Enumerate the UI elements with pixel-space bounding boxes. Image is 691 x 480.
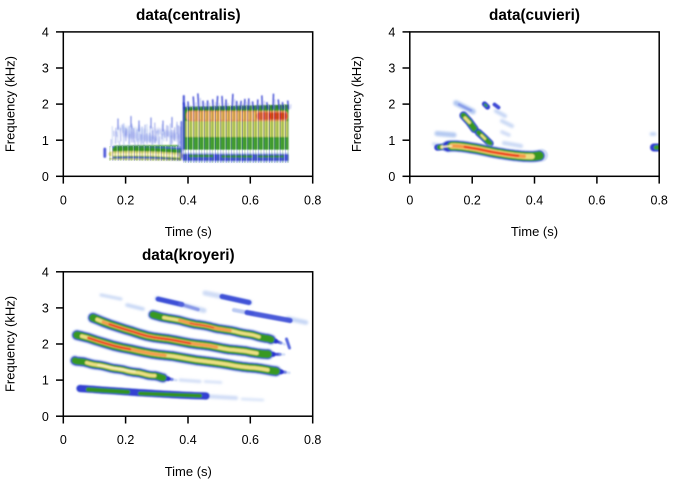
svg-text:0.8: 0.8 (304, 193, 321, 207)
svg-text:Frequency (kHz): Frequency (kHz) (349, 56, 364, 152)
svg-text:Frequency (kHz): Frequency (kHz) (3, 56, 18, 152)
svg-text:0: 0 (60, 433, 67, 447)
svg-text:0.4: 0.4 (526, 193, 543, 207)
svg-text:0.4: 0.4 (179, 433, 196, 447)
svg-text:3: 3 (42, 302, 49, 316)
svg-text:0.2: 0.2 (117, 433, 134, 447)
svg-text:0: 0 (60, 193, 67, 207)
svg-text:2: 2 (42, 338, 49, 352)
svg-text:0.2: 0.2 (117, 193, 134, 207)
svg-text:0.8: 0.8 (651, 193, 668, 207)
svg-text:Time (s): Time (s) (165, 224, 212, 239)
svg-text:0.6: 0.6 (242, 433, 259, 447)
svg-text:3: 3 (42, 62, 49, 76)
svg-text:data(cuvieri): data(cuvieri) (489, 7, 580, 24)
svg-text:0.2: 0.2 (464, 193, 481, 207)
svg-text:data(centralis): data(centralis) (136, 7, 241, 24)
svg-text:4: 4 (388, 26, 395, 40)
svg-text:0: 0 (406, 193, 413, 207)
svg-text:0: 0 (42, 410, 49, 424)
svg-text:1: 1 (388, 134, 395, 148)
svg-text:1: 1 (42, 134, 49, 148)
svg-text:0.4: 0.4 (179, 193, 196, 207)
svg-text:Time (s): Time (s) (511, 224, 558, 239)
svg-text:3: 3 (388, 62, 395, 76)
svg-text:Frequency (kHz): Frequency (kHz) (3, 296, 18, 392)
svg-text:1: 1 (42, 374, 49, 388)
svg-text:Time (s): Time (s) (165, 464, 212, 479)
svg-text:0: 0 (388, 170, 395, 184)
svg-text:2: 2 (388, 98, 395, 112)
svg-text:0.6: 0.6 (242, 193, 259, 207)
svg-text:0: 0 (42, 170, 49, 184)
svg-text:4: 4 (42, 265, 49, 279)
svg-text:0.6: 0.6 (588, 193, 605, 207)
svg-text:4: 4 (42, 26, 49, 40)
svg-text:0.8: 0.8 (304, 433, 321, 447)
svg-text:data(kroyeri): data(kroyeri) (142, 247, 235, 264)
svg-text:2: 2 (42, 98, 49, 112)
